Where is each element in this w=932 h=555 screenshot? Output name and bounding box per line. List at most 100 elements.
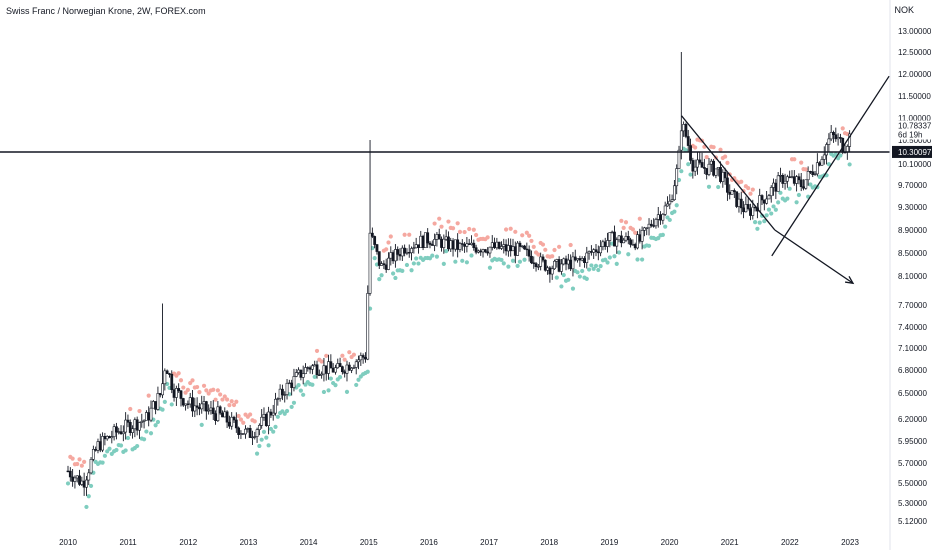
resistance-dot	[248, 412, 253, 417]
candle-body	[721, 171, 725, 182]
candle-body	[532, 262, 536, 264]
candle-body	[592, 249, 596, 253]
candle-body	[541, 256, 545, 261]
candle-body	[825, 144, 828, 156]
candle-body	[274, 398, 277, 414]
support-dot	[755, 226, 760, 231]
y-tick-label: 10.50000	[898, 136, 932, 145]
resistance-dot	[384, 247, 389, 252]
resistance-dot	[693, 145, 698, 150]
candle-body	[430, 244, 434, 246]
resistance-dot	[137, 408, 142, 414]
candle-body	[82, 480, 86, 488]
time-axis[interactable]: 2010 2011 2012 2013 2014 2015 2016 2017 2018 2019…	[59, 538, 859, 547]
support-dot	[289, 404, 294, 410]
x-tick-label: 2023	[841, 538, 859, 547]
trendline	[771, 75, 890, 257]
candle-body	[813, 173, 817, 176]
candle-body	[463, 244, 466, 247]
support-dot	[672, 209, 677, 214]
resistance-dot	[637, 216, 642, 221]
candle-body	[749, 208, 752, 216]
candle-body	[839, 137, 842, 139]
level-price-box	[892, 145, 932, 158]
candle-body	[426, 232, 430, 244]
candle-body	[170, 373, 174, 390]
candle-body	[204, 401, 208, 412]
candle-body	[223, 411, 227, 418]
candle-body	[105, 436, 109, 440]
candle-body	[504, 244, 508, 252]
candle-body	[433, 239, 437, 246]
resistance-dot	[725, 160, 730, 165]
candle-body	[631, 244, 635, 246]
candle-body	[241, 433, 245, 435]
candle-body	[71, 476, 75, 482]
candle-body	[447, 236, 450, 250]
candle-body	[103, 436, 107, 440]
support-dot	[464, 260, 469, 265]
candle-body	[606, 240, 609, 247]
support-dot	[667, 217, 672, 223]
support-dot	[125, 435, 131, 441]
resistance-dot	[467, 226, 472, 232]
candle-body	[350, 367, 354, 371]
x-tick-label: 2017	[480, 538, 498, 547]
price-axis[interactable]: 13.00000 12.50000 12.00000 11.50000 11.00000…	[898, 27, 932, 526]
candle-body	[428, 242, 432, 245]
y-tick-label: 7.40000	[898, 323, 927, 332]
candle-body	[663, 205, 667, 215]
candle-body	[594, 249, 598, 253]
candle-body	[87, 472, 91, 481]
trendlines-layer	[681, 75, 890, 285]
candle-body	[209, 407, 213, 411]
candle-body	[306, 367, 310, 369]
x-tick-label: 2021	[721, 538, 739, 547]
support-dot	[566, 277, 571, 282]
y-tick-label: 7.10000	[898, 344, 927, 353]
resistance-dot	[77, 457, 82, 462]
support-dot	[153, 423, 158, 428]
candle-body	[246, 428, 250, 430]
resistance-dot	[231, 402, 237, 408]
candle-body	[327, 361, 330, 374]
candle-body	[347, 364, 351, 371]
candle-body	[248, 428, 252, 438]
y-tick-label: 9.70000	[898, 181, 927, 190]
resistance-dot	[407, 232, 412, 237]
support-dot	[273, 424, 278, 429]
support-dot	[580, 268, 585, 274]
support-dot	[640, 257, 645, 262]
resistance-dot	[723, 154, 728, 159]
candle-body	[338, 363, 342, 367]
candle-body	[195, 405, 199, 408]
candle-body	[769, 187, 773, 197]
resistance-dot	[227, 403, 232, 408]
candle-body	[281, 388, 284, 396]
resistance-dot	[471, 227, 476, 232]
support-dot	[409, 268, 414, 273]
y-tick-label: 5.12000	[898, 517, 927, 526]
support-dot	[577, 274, 582, 279]
support-dot	[559, 284, 564, 289]
support-dot	[271, 429, 276, 434]
resistance-dot	[633, 230, 638, 235]
candle-body	[726, 177, 729, 193]
resistance-dot	[229, 399, 234, 404]
resistance-dot	[204, 388, 209, 393]
resistance-dot	[446, 219, 451, 224]
support-dot	[778, 190, 783, 195]
candle-body	[398, 254, 402, 257]
candle-body	[818, 162, 822, 166]
resistance-dot	[540, 242, 546, 247]
resistance-dot	[792, 157, 797, 162]
candle-body	[262, 414, 266, 418]
candle-body	[776, 175, 780, 192]
candle-body	[656, 214, 660, 220]
candle-body	[184, 403, 187, 406]
candle-body	[117, 431, 121, 433]
candle-body	[728, 192, 732, 195]
candle-body	[675, 168, 679, 187]
